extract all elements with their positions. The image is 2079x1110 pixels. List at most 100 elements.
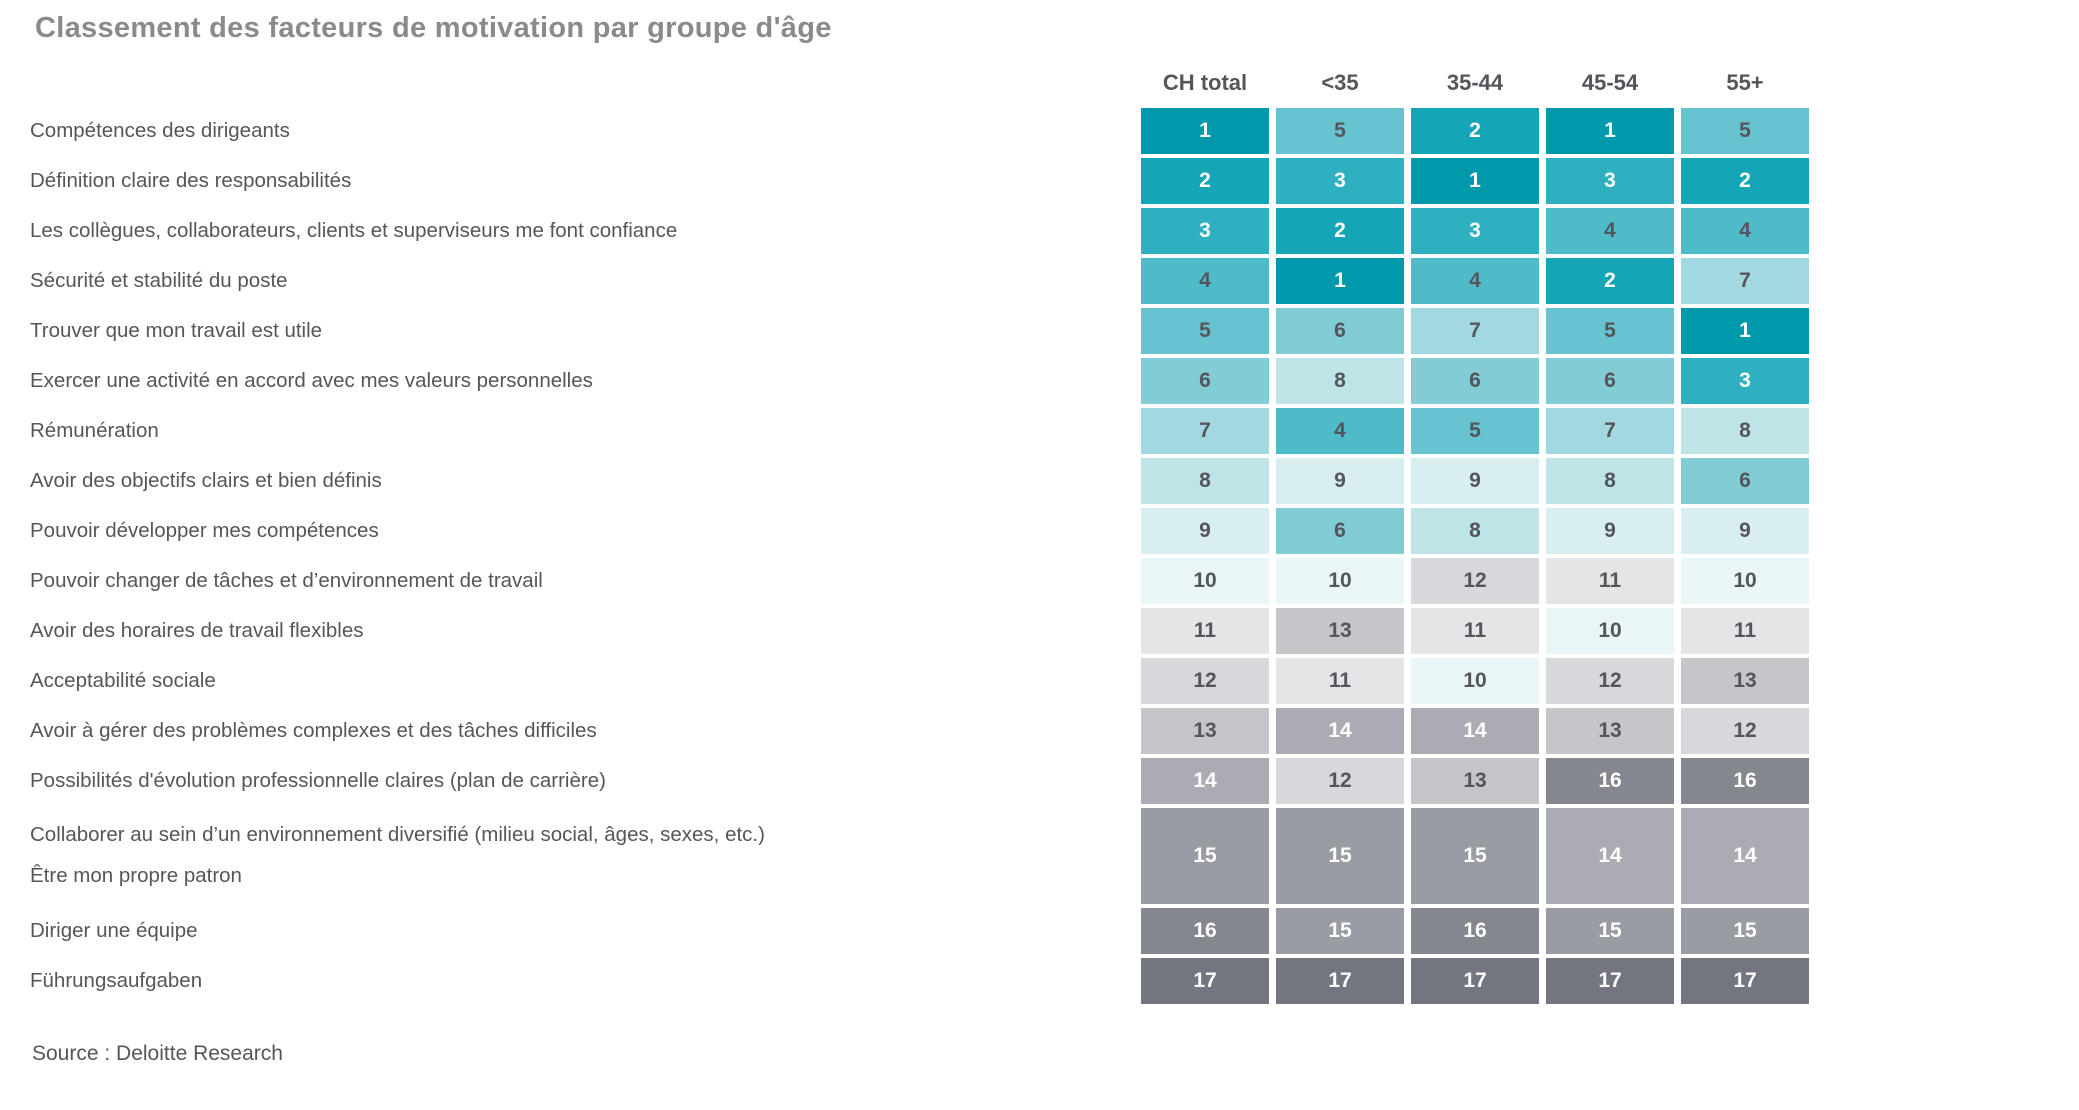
rank-cell: 6 [1141,358,1269,404]
rank-cell: 6 [1411,358,1539,404]
factor-label-line: Compétences des dirigeants [30,118,290,142]
rank-cell: 14 [1276,708,1404,754]
factor-label: Avoir à gérer des problèmes complexes et… [30,708,1141,754]
rank-cell: 9 [1276,458,1404,504]
rank-cell: 5 [1546,308,1674,354]
rank-cell: 9 [1141,508,1269,554]
rank-cell: 13 [1546,708,1674,754]
rank-cell: 7 [1546,408,1674,454]
rank-cell: 3 [1546,158,1674,204]
rank-cell: 4 [1546,208,1674,254]
factor-label-line: Définition claire des responsabilités [30,168,352,192]
rank-cell: 15 [1411,808,1539,904]
rank-cell: 10 [1411,658,1539,704]
rank-cell: 1 [1276,258,1404,304]
factor-label: Sécurité et stabilité du poste [30,258,1141,304]
table-row: Exercer une activité en accord avec mes … [30,358,1816,404]
rank-cell: 10 [1681,558,1809,604]
rank-cell: 12 [1276,758,1404,804]
factor-label-line: Führungsaufgaben [30,968,203,992]
table-row: Avoir à gérer des problèmes complexes et… [30,708,1816,754]
rank-cell: 9 [1546,508,1674,554]
factor-label-line: Acceptabilité sociale [30,668,216,692]
rank-cell: 5 [1141,308,1269,354]
table-row: Définition claire des responsabilités 2 3 1… [30,158,1816,204]
column-header-3: 45-54 [1581,70,1639,95]
rank-cell: 13 [1141,708,1269,754]
header-row: CH total <35 35-44 45-54 55+ [30,62,1816,104]
factor-label: Avoir des objectifs clairs et bien défin… [30,458,1141,504]
rank-cell: 12 [1681,708,1809,754]
rank-cell: 16 [1141,908,1269,954]
table-row: Führungsaufgaben 17 17 17 17 17 [30,958,1816,1004]
column-header-0: CH total [1162,70,1248,95]
table-row: Avoir des horaires de travail flexibles 1… [30,608,1816,654]
rank-cell: 3 [1681,358,1809,404]
rank-cell: 1 [1411,158,1539,204]
factor-label: Trouver que mon travail est utile [30,308,1141,354]
rank-cell: 15 [1276,808,1404,904]
factor-label: Diriger une équipe [30,908,1141,954]
table-row: Diriger une équipe 16 15 16 15 15 [30,908,1816,954]
rank-cell: 3 [1141,208,1269,254]
table-row: Pouvoir changer de tâches et d’environne… [30,558,1816,604]
rank-cell: 6 [1276,308,1404,354]
ranking-table: CH total <35 35-44 45-54 55+ Compétences des… [30,62,1816,1008]
rank-cell: 15 [1681,908,1809,954]
rank-cell: 10 [1141,558,1269,604]
factor-label-line: Pouvoir développer mes compétences [30,518,379,542]
rank-cell: 4 [1681,208,1809,254]
rank-cell: 6 [1276,508,1404,554]
page-title: Classement des facteurs de motivation pa… [35,12,832,44]
factor-label: Les collègues, collaborateurs, clients e… [30,208,1141,254]
rank-cell: 9 [1681,508,1809,554]
factor-label-line: Les collègues, collaborateurs, clients e… [30,218,678,242]
rank-cell: 8 [1276,358,1404,404]
table-row: Collaborer au sein d’un environnement di… [30,808,1816,904]
factor-label-line: Pouvoir changer de tâches et d’environne… [30,568,543,592]
rank-cell: 2 [1681,158,1809,204]
table-row: Acceptabilité sociale 12 11 10 12 13 [30,658,1816,704]
factor-label: Führungsaufgaben [30,958,1141,1004]
rank-cell: 15 [1141,808,1269,904]
rank-cell: 7 [1141,408,1269,454]
factor-label: Pouvoir développer mes compétences [30,508,1141,554]
rank-cell: 13 [1681,658,1809,704]
rank-cell: 4 [1276,408,1404,454]
rank-cell: 2 [1411,108,1539,154]
rank-cell: 11 [1681,608,1809,654]
column-header-2: 35-44 [1446,70,1504,95]
rank-cell: 6 [1546,358,1674,404]
rank-cell: 14 [1411,708,1539,754]
rank-cell: 12 [1411,558,1539,604]
rank-cell: 1 [1546,108,1674,154]
table-row: Les collègues, collaborateurs, clients e… [30,208,1816,254]
factor-label: Exercer une activité en accord avec mes … [30,358,1141,404]
table-row: Avoir des objectifs clairs et bien défin… [30,458,1816,504]
table-row: Sécurité et stabilité du poste 4 1 4 2 7 [30,258,1816,304]
factor-label-line: Exercer une activité en accord avec mes … [30,368,593,392]
factor-label-line: Diriger une équipe [30,918,198,942]
table-row: Compétences des dirigeants 1 5 2 1 5 [30,108,1816,154]
rank-cell: 3 [1411,208,1539,254]
rank-cell: 2 [1141,158,1269,204]
rank-cell: 17 [1546,958,1674,1004]
rank-cell: 15 [1546,908,1674,954]
factor-label-line: Possibilités d'évolution professionnelle… [30,768,606,792]
factor-label: Compétences des dirigeants [30,108,1141,154]
factor-label-line: Collaborer au sein d’un environnement di… [30,823,765,847]
rank-cell: 2 [1276,208,1404,254]
table-row: Trouver que mon travail est utile 5 6 7 5 1 [30,308,1816,354]
table-row: Rémunération 7 4 5 7 8 [30,408,1816,454]
rank-cell: 6 [1681,458,1809,504]
rank-cell: 16 [1546,758,1674,804]
factor-label-line: Sécurité et stabilité du poste [30,268,288,292]
factor-label: Possibilités d'évolution professionnelle… [30,758,1141,804]
rank-cell: 5 [1411,408,1539,454]
factor-label: Collaborer au sein d’un environnement di… [30,808,1141,904]
rank-cell: 8 [1141,458,1269,504]
factor-label: Rémunération [30,408,1141,454]
factor-label: Pouvoir changer de tâches et d’environne… [30,558,1141,604]
rank-cell: 14 [1681,808,1809,904]
